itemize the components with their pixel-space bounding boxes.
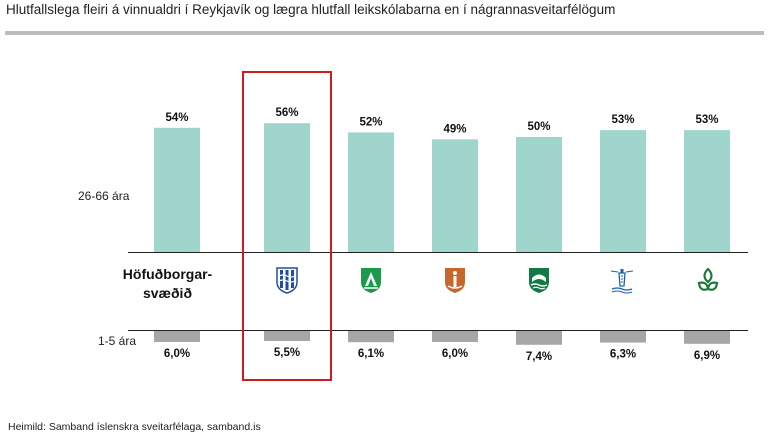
bar-preschool-0 <box>154 330 200 342</box>
label-working-age-6: 53% <box>695 114 718 126</box>
bar-preschool-4 <box>516 330 562 345</box>
group-label-text: Höfuðborgar-svæðið <box>122 266 213 301</box>
hafnarfjordur-crest-icon <box>445 268 465 293</box>
bar-preschool-1 <box>264 330 310 341</box>
label-preschool-4: 7,4% <box>526 351 552 363</box>
bar-preschool-5 <box>600 330 646 343</box>
bar-preschool-2 <box>348 330 394 343</box>
bar-working-age-3 <box>432 139 478 252</box>
label-preschool-1: 5,5% <box>274 347 300 359</box>
bar-working-age-5 <box>600 130 646 252</box>
bar-working-age-4 <box>516 137 562 252</box>
bar-working-age-2 <box>348 132 394 252</box>
gardabaer-crest-icon <box>697 267 719 291</box>
bottom-axis-line <box>128 330 748 331</box>
label-working-age-5: 53% <box>611 114 634 126</box>
top-axis-line <box>128 252 748 253</box>
label-working-age-3: 49% <box>443 123 466 135</box>
label-preschool-5: 6,3% <box>610 349 636 361</box>
label-working-age-2: 52% <box>359 116 382 128</box>
reykjavik-crest-icon <box>276 267 298 294</box>
chart-title: Hlutfallslega fleiri á vinnualdri í Reyk… <box>6 2 616 17</box>
label-working-age-0: 54% <box>165 112 188 124</box>
row-label-preschool: 1-5 ára <box>98 334 137 348</box>
row-label-working-age: 26-66 ára <box>78 189 130 203</box>
source-note: Heimild: Samband íslenskra sveitarfélaga… <box>8 421 261 433</box>
bar-working-age-1 <box>264 123 310 252</box>
label-working-age-1: 56% <box>275 107 298 119</box>
reykjavik-highlight-box <box>242 71 332 381</box>
label-preschool-3: 6,0% <box>442 348 468 360</box>
seltjarnarnes-crest-icon <box>610 269 634 294</box>
mosfellsbaer-crest-icon <box>361 268 381 293</box>
title-divider <box>5 31 764 35</box>
label-preschool-0: 6,0% <box>164 348 190 360</box>
label-working-age-4: 50% <box>527 121 550 133</box>
bar-working-age-6 <box>684 130 730 252</box>
bar-preschool-3 <box>432 330 478 342</box>
label-preschool-2: 6,1% <box>358 348 384 360</box>
group-label-capital-region: Höfuðborgar-svæðið <box>100 265 235 303</box>
bar-working-age-0 <box>154 127 200 252</box>
bar-preschool-6 <box>684 330 730 344</box>
kopavogur-crest-icon <box>529 268 549 293</box>
label-preschool-6: 6,9% <box>694 350 720 362</box>
